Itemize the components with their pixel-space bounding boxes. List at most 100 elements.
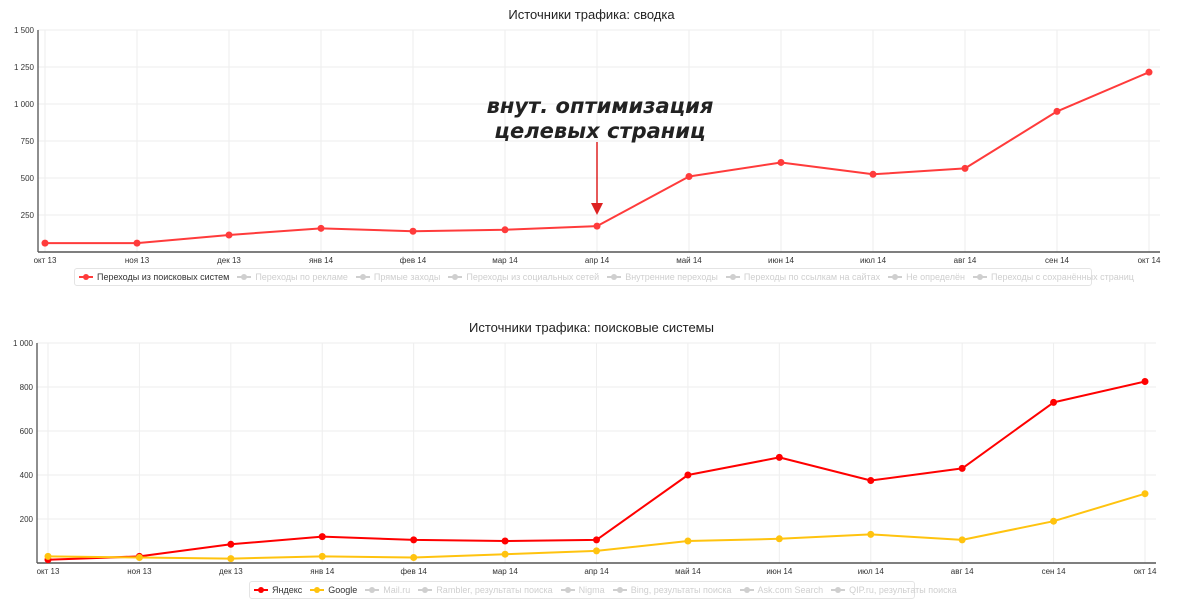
y-tick-label: 400 bbox=[20, 471, 34, 480]
x-tick-label: май 14 bbox=[676, 256, 702, 265]
legend-item[interactable]: Внутренние переходы bbox=[607, 272, 718, 282]
x-tick-label: окт 13 bbox=[37, 567, 60, 576]
data-point[interactable] bbox=[869, 170, 877, 178]
data-point[interactable] bbox=[318, 552, 326, 560]
legend-marker-icon bbox=[725, 273, 740, 281]
data-point[interactable] bbox=[317, 224, 325, 232]
y-tick-label: 1 500 bbox=[14, 26, 35, 35]
data-point[interactable] bbox=[1141, 490, 1149, 498]
legend-item[interactable]: Переходы по рекламе bbox=[237, 272, 348, 282]
legend-label: Nigma bbox=[578, 585, 605, 595]
legend-item[interactable]: Прямые заходы bbox=[355, 272, 440, 282]
legend-label: Google bbox=[328, 585, 358, 595]
legend-item[interactable]: QIP.ru, результаты поиска bbox=[831, 585, 957, 595]
y-tick-label: 1 000 bbox=[13, 339, 34, 348]
data-point[interactable] bbox=[1141, 378, 1149, 385]
data-point[interactable] bbox=[684, 471, 692, 479]
data-point[interactable] bbox=[135, 554, 143, 561]
data-point[interactable] bbox=[501, 550, 509, 558]
legend-label: Переходы по рекламе bbox=[255, 272, 348, 282]
data-point[interactable] bbox=[227, 555, 235, 563]
legend-marker-icon bbox=[888, 273, 903, 281]
annotation-line-1: внут. оптимизация bbox=[486, 94, 714, 118]
legend-marker-icon bbox=[607, 273, 622, 281]
y-tick-label: 200 bbox=[20, 515, 34, 524]
data-point[interactable] bbox=[1050, 517, 1058, 525]
y-tick-label: 1 000 bbox=[14, 100, 35, 109]
x-tick-label: ноя 13 bbox=[125, 256, 150, 265]
data-point[interactable] bbox=[410, 554, 418, 561]
legend-item[interactable]: Переходы по ссылкам на сайтах bbox=[725, 272, 881, 282]
legend-item[interactable]: Переходы из социальных сетей bbox=[448, 272, 599, 282]
series-line[interactable] bbox=[44, 490, 1149, 563]
series-line[interactable] bbox=[41, 68, 1153, 247]
data-point[interactable] bbox=[593, 536, 600, 544]
x-tick-label: авг 14 bbox=[951, 567, 974, 576]
data-point[interactable] bbox=[867, 477, 875, 484]
data-point[interactable] bbox=[961, 164, 969, 172]
legend-item[interactable]: Nigma bbox=[560, 585, 605, 595]
x-tick-label: апр 14 bbox=[584, 567, 609, 576]
data-point[interactable] bbox=[777, 158, 785, 166]
data-point[interactable] bbox=[44, 552, 52, 560]
legend-marker-icon bbox=[418, 586, 433, 594]
x-tick-label: июн 14 bbox=[768, 256, 795, 265]
legend-item[interactable]: Mail.ru bbox=[365, 585, 410, 595]
legend-item[interactable]: Яндекс bbox=[254, 585, 302, 595]
y-tick-label: 1 250 bbox=[14, 63, 35, 72]
data-point[interactable] bbox=[684, 537, 692, 545]
x-tick-label: июн 14 bbox=[766, 567, 793, 576]
data-point[interactable] bbox=[225, 231, 233, 239]
data-point[interactable] bbox=[227, 540, 235, 548]
data-point[interactable] bbox=[958, 464, 966, 472]
legend-marker-icon bbox=[448, 273, 463, 281]
x-tick-label: май 14 bbox=[675, 567, 701, 576]
data-point[interactable] bbox=[1050, 398, 1058, 406]
data-point[interactable] bbox=[501, 226, 509, 234]
data-point[interactable] bbox=[41, 239, 49, 247]
data-point[interactable] bbox=[775, 535, 783, 543]
data-point[interactable] bbox=[867, 530, 875, 538]
data-point[interactable] bbox=[775, 453, 783, 461]
x-tick-label: дек 13 bbox=[217, 256, 241, 265]
legend-label: Переходы с сохранённых страниц bbox=[990, 272, 1134, 282]
x-tick-label: апр 14 bbox=[585, 256, 610, 265]
plot-area: 250 500 750 1 000 1 250 1 500 окт 13 ноя 13 дек … bbox=[14, 26, 1161, 265]
legend-item[interactable]: Переходы из поисковых систем bbox=[79, 272, 229, 282]
legend-item[interactable]: Ask.com Search bbox=[739, 585, 823, 595]
x-tick-label: сен 14 bbox=[1045, 256, 1070, 265]
x-tick-label: июл 14 bbox=[858, 567, 885, 576]
legend-label: Яндекс bbox=[272, 585, 303, 595]
y-tick-label: 500 bbox=[21, 174, 35, 183]
data-point[interactable] bbox=[958, 536, 966, 544]
data-point[interactable] bbox=[1145, 68, 1153, 76]
data-point[interactable] bbox=[409, 227, 417, 235]
legend-label: Внутренние переходы bbox=[625, 272, 718, 282]
legend-item[interactable]: Bing, результаты поиска bbox=[612, 585, 732, 595]
data-point[interactable] bbox=[1053, 107, 1061, 115]
legend-item[interactable]: Не определён bbox=[888, 272, 965, 282]
legend-label: Переходы из поисковых систем bbox=[97, 272, 230, 282]
legend-label: Bing, результаты поиска bbox=[630, 585, 732, 595]
data-point[interactable] bbox=[501, 537, 509, 545]
plot-area: 200 400 600 800 1 000 окт 13 ноя 13 дек 13 янв 1… bbox=[13, 339, 1157, 576]
legend-label: Mail.ru bbox=[383, 585, 411, 595]
legend-item[interactable]: Rambler, результаты поиска bbox=[418, 585, 553, 595]
data-point[interactable] bbox=[318, 533, 326, 541]
x-tick-label: ноя 13 bbox=[127, 567, 152, 576]
data-point[interactable] bbox=[133, 239, 141, 247]
data-point[interactable] bbox=[685, 173, 693, 181]
legend: Яндекс Google Mail.ru Rambler, результаты п… bbox=[249, 581, 957, 599]
legend-item[interactable]: Переходы с сохранённых страниц bbox=[972, 272, 1134, 282]
x-tick-label: окт 14 bbox=[1138, 256, 1161, 265]
data-point[interactable] bbox=[410, 536, 418, 544]
legend-label: Переходы по ссылкам на сайтах bbox=[743, 272, 881, 282]
legend-marker-icon bbox=[560, 586, 575, 594]
data-point[interactable] bbox=[593, 547, 600, 555]
x-tick-label: фев 14 bbox=[400, 256, 427, 265]
legend-marker-icon bbox=[355, 273, 370, 281]
data-point[interactable] bbox=[593, 222, 601, 230]
legend-item[interactable]: Google bbox=[310, 585, 357, 595]
x-tick-label: окт 14 bbox=[1134, 567, 1157, 576]
legend-marker-icon bbox=[739, 586, 754, 594]
